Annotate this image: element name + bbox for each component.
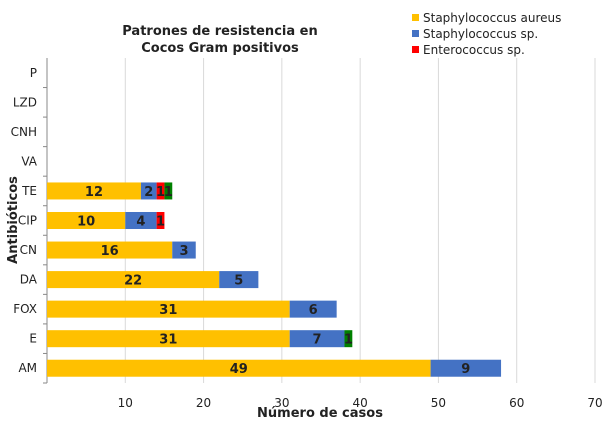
bar-segment — [156, 182, 165, 200]
y-tick-label: VA — [21, 154, 37, 168]
x-tick-label: 50 — [431, 396, 446, 410]
y-tick-label: CN — [20, 243, 37, 257]
x-tick-label: 40 — [353, 396, 368, 410]
chart-title: Patrones de resistencia en — [122, 24, 317, 39]
data-label: 6 — [309, 303, 318, 318]
bar-segment — [47, 271, 220, 289]
bar-segment — [140, 182, 157, 200]
legend-label: Staphylococcus sp. — [423, 27, 538, 41]
legend-swatch — [412, 30, 419, 37]
legend-swatch — [412, 14, 419, 21]
x-tick-label: 20 — [196, 396, 211, 410]
bar-segment — [219, 271, 259, 289]
bar-segment — [289, 330, 345, 348]
data-label: 1 — [164, 185, 173, 200]
x-tick-label: 30 — [274, 396, 289, 410]
data-label: 1 — [344, 333, 353, 348]
x-axis-title: Número de casos — [257, 406, 383, 421]
y-tick-label: CNH — [11, 125, 37, 139]
y-tick-label: FOX — [13, 302, 37, 316]
bar-segment — [125, 212, 157, 229]
data-label: 1 — [156, 215, 165, 230]
data-label: 5 — [234, 274, 243, 289]
data-label: 7 — [313, 333, 322, 348]
y-tick-label: TE — [21, 184, 37, 198]
data-label: 49 — [230, 362, 248, 377]
bar-segment — [47, 300, 290, 318]
bar-segment — [289, 300, 337, 318]
y-tick-label: P — [30, 66, 37, 80]
data-label: 12 — [85, 185, 103, 200]
x-tick-label: 10 — [118, 396, 133, 410]
data-label: 9 — [461, 362, 470, 377]
y-tick-label: LZD — [13, 95, 37, 109]
legend-swatch — [412, 46, 419, 53]
y-tick-label: E — [29, 332, 37, 346]
data-label: 22 — [124, 274, 142, 289]
bar-segment — [47, 330, 290, 348]
y-tick-label: CIP — [18, 214, 37, 228]
x-tick-label: 70 — [587, 396, 602, 410]
data-label: 1 — [156, 185, 165, 200]
y-tick-label: DA — [20, 273, 38, 287]
bar-segment — [344, 330, 353, 348]
bar-segment — [156, 212, 165, 229]
data-label: 3 — [179, 244, 188, 259]
data-label: 31 — [159, 303, 177, 318]
y-tick-label: AM — [18, 361, 37, 375]
legend-label: Staphylococcus aureus — [423, 11, 561, 25]
bar-segment — [47, 182, 141, 200]
data-label: 16 — [101, 244, 119, 259]
x-tick-label: 60 — [509, 396, 524, 410]
data-label: 2 — [144, 185, 153, 200]
bar-segment — [47, 212, 126, 229]
bar-segment — [47, 359, 431, 377]
data-label: 31 — [159, 333, 177, 348]
legend-label: Enterococcus sp. — [423, 43, 525, 57]
bar-segment — [172, 241, 196, 259]
y-axis-title: Antibióticos — [6, 176, 21, 264]
data-label: 4 — [136, 215, 145, 230]
chart-title: Cocos Gram positivos — [141, 41, 299, 56]
bar-segment — [430, 359, 502, 377]
bar-segment — [47, 241, 173, 259]
data-label: 10 — [77, 215, 95, 230]
bar-segment — [164, 182, 173, 200]
